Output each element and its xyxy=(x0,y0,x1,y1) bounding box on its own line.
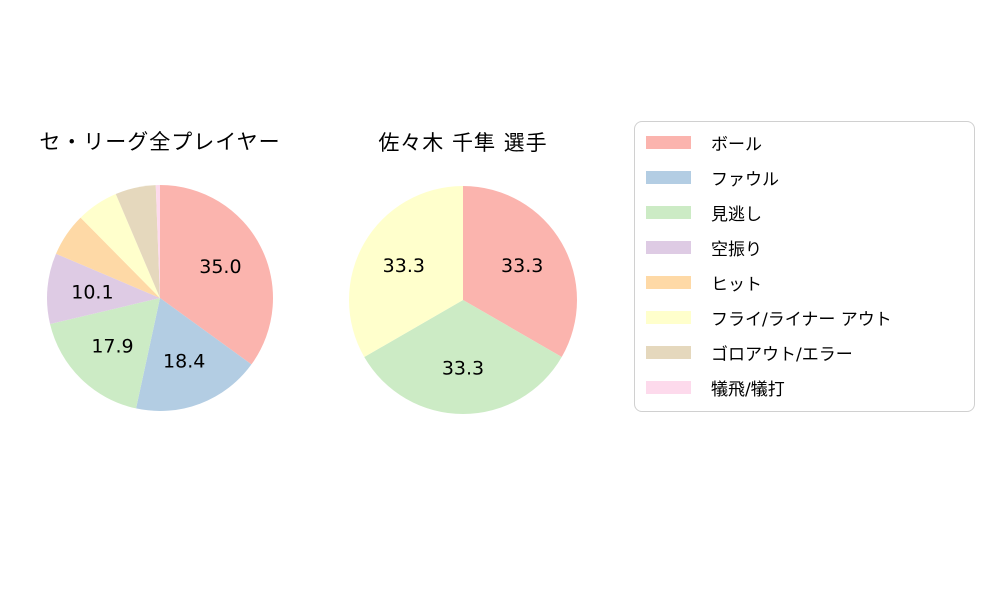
pie-slice xyxy=(115,185,160,298)
legend-item: フライ/ライナー アウト xyxy=(635,300,974,335)
legend-label: 見逃し xyxy=(711,205,762,225)
pie-slice-value-label: 17.9 xyxy=(91,335,133,357)
legend-item: ボール xyxy=(635,125,974,160)
pie-slice xyxy=(46,253,160,325)
legend-swatch xyxy=(646,206,691,219)
legend-item: ヒット xyxy=(635,265,974,300)
pie-slice-value-label: 18.4 xyxy=(163,350,205,372)
legend-item: ファウル xyxy=(635,160,974,195)
legend-label: ヒット xyxy=(711,275,762,295)
legend-label: 犠飛/犠打 xyxy=(711,380,785,400)
pie-slice xyxy=(50,298,160,409)
pie-title-left: セ・リーグ全プレイヤー xyxy=(39,130,281,154)
pie-slice-value-label: 33.3 xyxy=(501,255,543,277)
legend-swatch xyxy=(646,241,691,254)
legend-label: ファウル xyxy=(711,170,779,190)
legend-label: 空振り xyxy=(711,240,762,260)
legend-swatch xyxy=(646,311,691,324)
legend-swatch xyxy=(646,346,691,359)
legend-swatch xyxy=(646,276,691,289)
legend-swatch xyxy=(646,171,691,184)
legend-item: ゴロアウト/エラー xyxy=(635,335,974,370)
pie-slice xyxy=(155,185,160,298)
pie-title-right: 佐々木 千隼 選手 xyxy=(378,131,548,155)
pie-slice xyxy=(364,300,562,415)
legend-box: ボールファウル見逃し空振りヒットフライ/ライナー アウト ゴロアウト/エラー 犠飛/… xyxy=(634,121,975,412)
legend-label: ゴロアウト/エラー xyxy=(711,345,853,365)
legend-swatch xyxy=(646,381,691,394)
pie-slice xyxy=(348,186,463,357)
legend-label: フライ/ライナー アウト xyxy=(711,310,892,330)
pie-slice xyxy=(160,185,274,365)
legend-item: 空振り xyxy=(635,230,974,265)
legend-item: 見逃し xyxy=(635,195,974,230)
pie-slice-value-label: 33.3 xyxy=(442,357,484,379)
pie-slice xyxy=(463,186,578,357)
pie-slice-value-label: 10.1 xyxy=(71,281,113,303)
pie-slice-value-label: 33.3 xyxy=(383,255,425,277)
legend-swatch xyxy=(646,136,691,149)
pie-slice-value-label: 35.0 xyxy=(199,256,241,278)
pie-slice xyxy=(136,298,252,411)
pie-slice xyxy=(80,194,160,298)
pie-slice xyxy=(56,217,161,298)
legend-item: 犠飛/犠打 xyxy=(635,370,974,405)
legend-label: ボール xyxy=(711,135,762,155)
